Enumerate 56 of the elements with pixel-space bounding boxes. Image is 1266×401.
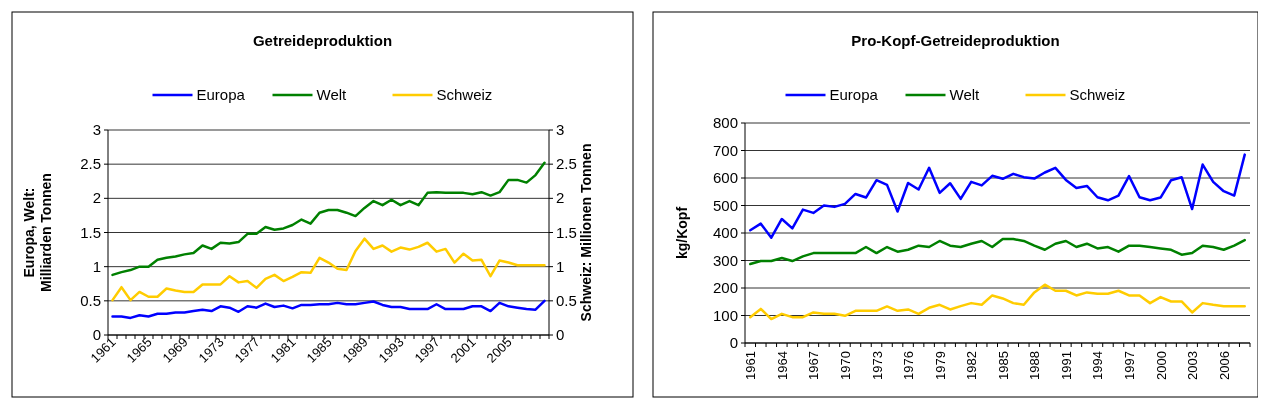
y-tick-label: 700 [712,141,738,159]
chart-title: Pro-Kopf-Getreideproduktion [851,32,1060,49]
line-series [749,237,1246,266]
y-tick-label: 0 [729,334,738,351]
y-tick-label: 1.5 [80,223,101,241]
chart-title: Getreideproduktion [252,32,393,49]
x-tick-label: 1979 [932,351,948,380]
x-tick-label: 2003 [1185,351,1201,380]
line-series [111,161,546,277]
x-tick-label: 1982 [964,351,980,380]
legend-label: Welt [316,86,348,103]
y-tick-label: 500 [712,196,738,214]
y-tick-label: 600 [712,169,738,186]
y2-axis-title: Schweiz: Millionen Tonnen [578,143,594,322]
y2-tick-label: 2.5 [556,155,577,173]
legend-label: Europa [196,86,246,103]
x-tick-label: 2000 [1153,351,1169,380]
y-tick-label: 3 [92,121,101,138]
y-tick-label: 200 [712,279,738,296]
y-tick-label: 400 [712,224,738,241]
x-tick-label: 1976 [901,351,917,380]
y-tick-label: 1 [92,257,101,275]
y-tick-label: 2 [92,189,101,207]
y-axis-title: kg/Kopf [674,206,690,260]
x-tick-label: 2006 [1216,351,1232,380]
x-tick-label: 1973 [869,351,885,380]
y2-tick-label: 2 [556,189,565,207]
legend-label: Europa [829,86,879,103]
x-tick-label: 1994 [1090,351,1106,380]
y-tick-label: 0.5 [80,291,101,309]
x-tick-label: 1988 [1027,351,1043,380]
line-series [749,153,1246,239]
y-axis-title: Europa, Welt: Milliarden Tonnen [21,173,54,292]
y-tick-label: 100 [712,306,738,324]
y2-tick-label: 0 [556,326,565,343]
y-tick-label: 0 [92,326,101,343]
y2-tick-label: 1.5 [556,223,577,241]
y-tick-label: 800 [712,114,738,131]
x-tick-label: 1970 [837,351,853,380]
x-tick-label: 1991 [1058,351,1074,380]
x-tick-label: 1985 [995,351,1011,380]
y-tick-label: 300 [712,251,738,269]
x-tick-label: 1967 [806,351,822,380]
y2-tick-label: 1 [556,257,565,275]
y-tick-label: 2.5 [80,155,101,173]
x-tick-label: 1964 [774,351,790,380]
y2-tick-label: 0.5 [556,291,577,309]
line-series [111,237,546,302]
legend-label: Welt [949,86,981,103]
line-series [111,299,546,320]
legend-label: Schweiz [1069,86,1126,103]
legend-label: Schweiz [436,86,493,103]
y2-tick-label: 3 [556,121,565,138]
line-series [749,283,1246,321]
x-tick-label: 1997 [1122,351,1138,380]
x-tick-label: 1961 [743,351,759,380]
